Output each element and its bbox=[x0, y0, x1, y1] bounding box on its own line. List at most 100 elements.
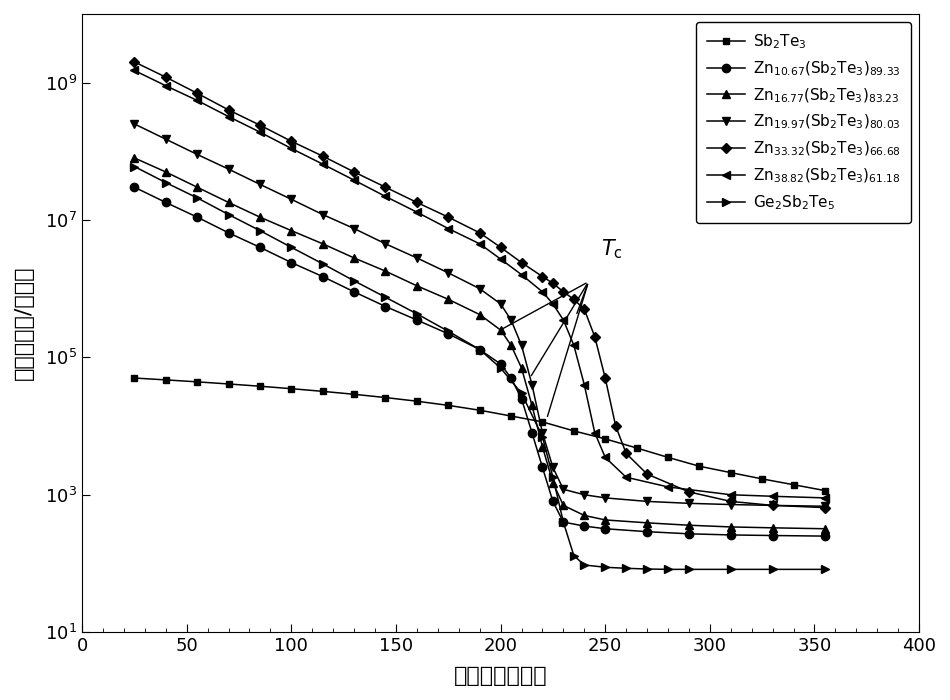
Ge$_2$Sb$_2$Te$_5$ bbox=[380, 293, 391, 302]
Zn$_{33.32}$(Sb$_2$Te$_3$)$_{66.68}$ bbox=[610, 422, 621, 430]
Zn$_{16.77}$(Sb$_2$Te$_3$)$_{83.23}$ bbox=[192, 183, 203, 191]
Sb$_2$Te$_3$ bbox=[411, 397, 423, 405]
Zn$_{38.82}$(Sb$_2$Te$_3$)$_{61.18}$ bbox=[662, 483, 674, 491]
Line: Sb$_2$Te$_3$: Sb$_2$Te$_3$ bbox=[131, 374, 828, 494]
Zn$_{19.97}$(Sb$_2$Te$_3$)$_{80.03}$ bbox=[223, 165, 235, 174]
Zn$_{16.77}$(Sb$_2$Te$_3$)$_{83.23}$ bbox=[443, 295, 454, 304]
Zn$_{33.32}$(Sb$_2$Te$_3$)$_{66.68}$ bbox=[443, 213, 454, 221]
Sb$_2$Te$_3$ bbox=[380, 393, 391, 402]
Zn$_{19.97}$(Sb$_2$Te$_3$)$_{80.03}$ bbox=[411, 253, 423, 262]
Ge$_2$Sb$_2$Te$_5$ bbox=[128, 162, 140, 171]
Zn$_{33.32}$(Sb$_2$Te$_3$)$_{66.68}$ bbox=[474, 229, 485, 237]
Zn$_{16.77}$(Sb$_2$Te$_3$)$_{83.23}$ bbox=[537, 442, 548, 451]
Zn$_{38.82}$(Sb$_2$Te$_3$)$_{61.18}$ bbox=[568, 341, 580, 349]
Ge$_2$Sb$_2$Te$_5$ bbox=[662, 565, 674, 573]
Zn$_{16.77}$(Sb$_2$Te$_3$)$_{83.23}$ bbox=[505, 341, 517, 349]
Zn$_{10.67}$(Sb$_2$Te$_3$)$_{89.33}$ bbox=[255, 243, 266, 251]
Zn$_{33.32}$(Sb$_2$Te$_3$)$_{66.68}$ bbox=[160, 73, 171, 81]
Zn$_{33.32}$(Sb$_2$Te$_3$)$_{66.68}$ bbox=[411, 198, 423, 206]
Zn$_{19.97}$(Sb$_2$Te$_3$)$_{80.03}$ bbox=[255, 180, 266, 188]
Zn$_{38.82}$(Sb$_2$Te$_3$)$_{61.18}$ bbox=[443, 225, 454, 233]
Sb$_2$Te$_3$ bbox=[756, 475, 768, 483]
Zn$_{38.82}$(Sb$_2$Te$_3$)$_{61.18}$ bbox=[547, 300, 559, 308]
Zn$_{16.77}$(Sb$_2$Te$_3$)$_{83.23}$ bbox=[579, 511, 590, 519]
Zn$_{16.77}$(Sb$_2$Te$_3$)$_{83.23}$ bbox=[599, 516, 611, 524]
Zn$_{19.97}$(Sb$_2$Te$_3$)$_{80.03}$ bbox=[349, 225, 360, 233]
Ge$_2$Sb$_2$Te$_5$ bbox=[443, 327, 454, 335]
Sb$_2$Te$_3$ bbox=[662, 453, 674, 461]
Sb$_2$Te$_3$ bbox=[192, 378, 203, 386]
Zn$_{10.67}$(Sb$_2$Te$_3$)$_{89.33}$ bbox=[599, 524, 611, 533]
Zn$_{10.67}$(Sb$_2$Te$_3$)$_{89.33}$ bbox=[192, 213, 203, 221]
Zn$_{16.77}$(Sb$_2$Te$_3$)$_{83.23}$ bbox=[411, 281, 423, 290]
Zn$_{33.32}$(Sb$_2$Te$_3$)$_{66.68}$ bbox=[286, 137, 297, 146]
Zn$_{16.77}$(Sb$_2$Te$_3$)$_{83.23}$ bbox=[286, 226, 297, 234]
Zn$_{33.32}$(Sb$_2$Te$_3$)$_{66.68}$ bbox=[192, 89, 203, 97]
Zn$_{33.32}$(Sb$_2$Te$_3$)$_{66.68}$ bbox=[349, 168, 360, 176]
Zn$_{19.97}$(Sb$_2$Te$_3$)$_{80.03}$ bbox=[505, 316, 517, 324]
Zn$_{16.77}$(Sb$_2$Te$_3$)$_{83.23}$ bbox=[349, 253, 360, 262]
Line: Ge$_2$Sb$_2$Te$_5$: Ge$_2$Sb$_2$Te$_5$ bbox=[130, 162, 829, 573]
Zn$_{10.67}$(Sb$_2$Te$_3$)$_{89.33}$ bbox=[767, 531, 778, 540]
Zn$_{38.82}$(Sb$_2$Te$_3$)$_{61.18}$ bbox=[192, 96, 203, 104]
Legend: Sb$_2$Te$_3$, Zn$_{10.67}$(Sb$_2$Te$_3$)$_{89.33}$, Zn$_{16.77}$(Sb$_2$Te$_3$)$_: Sb$_2$Te$_3$, Zn$_{10.67}$(Sb$_2$Te$_3$)… bbox=[696, 22, 911, 223]
Zn$_{19.97}$(Sb$_2$Te$_3$)$_{80.03}$ bbox=[128, 120, 140, 128]
Zn$_{16.77}$(Sb$_2$Te$_3$)$_{83.23}$ bbox=[526, 401, 538, 410]
Zn$_{38.82}$(Sb$_2$Te$_3$)$_{61.18}$ bbox=[349, 176, 360, 184]
Zn$_{19.97}$(Sb$_2$Te$_3$)$_{80.03}$ bbox=[286, 195, 297, 204]
Zn$_{10.67}$(Sb$_2$Te$_3$)$_{89.33}$ bbox=[641, 528, 653, 536]
Ge$_2$Sb$_2$Te$_5$ bbox=[411, 309, 423, 318]
Zn$_{33.32}$(Sb$_2$Te$_3$)$_{66.68}$ bbox=[579, 305, 590, 314]
Zn$_{16.77}$(Sb$_2$Te$_3$)$_{83.23}$ bbox=[725, 523, 736, 531]
Zn$_{10.67}$(Sb$_2$Te$_3$)$_{89.33}$ bbox=[160, 198, 171, 206]
Zn$_{10.67}$(Sb$_2$Te$_3$)$_{89.33}$ bbox=[223, 229, 235, 237]
Zn$_{16.77}$(Sb$_2$Te$_3$)$_{83.23}$ bbox=[160, 168, 171, 176]
Sb$_2$Te$_3$ bbox=[128, 374, 140, 382]
Ge$_2$Sb$_2$Te$_5$ bbox=[349, 276, 360, 285]
Ge$_2$Sb$_2$Te$_5$ bbox=[819, 565, 830, 573]
Zn$_{33.32}$(Sb$_2$Te$_3$)$_{66.68}$ bbox=[641, 470, 653, 478]
Sb$_2$Te$_3$ bbox=[537, 418, 548, 426]
Ge$_2$Sb$_2$Te$_5$ bbox=[474, 345, 485, 354]
Zn$_{38.82}$(Sb$_2$Te$_3$)$_{61.18}$ bbox=[767, 492, 778, 500]
Zn$_{10.67}$(Sb$_2$Te$_3$)$_{89.33}$ bbox=[819, 532, 830, 540]
Zn$_{33.32}$(Sb$_2$Te$_3$)$_{66.68}$ bbox=[317, 152, 329, 160]
Sb$_2$Te$_3$ bbox=[223, 380, 235, 389]
Zn$_{33.32}$(Sb$_2$Te$_3$)$_{66.68}$ bbox=[516, 258, 527, 267]
Line: Zn$_{38.82}$(Sb$_2$Te$_3$)$_{61.18}$: Zn$_{38.82}$(Sb$_2$Te$_3$)$_{61.18}$ bbox=[130, 66, 829, 502]
Zn$_{16.77}$(Sb$_2$Te$_3$)$_{83.23}$ bbox=[558, 501, 569, 510]
Zn$_{38.82}$(Sb$_2$Te$_3$)$_{61.18}$ bbox=[317, 160, 329, 168]
Zn$_{19.97}$(Sb$_2$Te$_3$)$_{80.03}$ bbox=[443, 269, 454, 277]
Ge$_2$Sb$_2$Te$_5$ bbox=[599, 563, 611, 571]
Sb$_2$Te$_3$ bbox=[819, 486, 830, 495]
Zn$_{33.32}$(Sb$_2$Te$_3$)$_{66.68}$ bbox=[568, 295, 580, 304]
Zn$_{33.32}$(Sb$_2$Te$_3$)$_{66.68}$ bbox=[547, 279, 559, 288]
Zn$_{16.77}$(Sb$_2$Te$_3$)$_{83.23}$ bbox=[380, 267, 391, 275]
Zn$_{38.82}$(Sb$_2$Te$_3$)$_{61.18}$ bbox=[474, 239, 485, 248]
Zn$_{19.97}$(Sb$_2$Te$_3$)$_{80.03}$ bbox=[725, 500, 736, 509]
Zn$_{19.97}$(Sb$_2$Te$_3$)$_{80.03}$ bbox=[579, 491, 590, 499]
Ge$_2$Sb$_2$Te$_5$ bbox=[568, 552, 580, 560]
Zn$_{19.97}$(Sb$_2$Te$_3$)$_{80.03}$ bbox=[474, 284, 485, 293]
Sb$_2$Te$_3$ bbox=[631, 444, 642, 452]
Zn$_{38.82}$(Sb$_2$Te$_3$)$_{61.18}$ bbox=[255, 128, 266, 136]
Zn$_{38.82}$(Sb$_2$Te$_3$)$_{61.18}$ bbox=[599, 453, 611, 461]
Ge$_2$Sb$_2$Te$_5$ bbox=[223, 210, 235, 218]
Zn$_{10.67}$(Sb$_2$Te$_3$)$_{89.33}$ bbox=[579, 522, 590, 531]
Zn$_{38.82}$(Sb$_2$Te$_3$)$_{61.18}$ bbox=[725, 491, 736, 499]
Ge$_2$Sb$_2$Te$_5$ bbox=[495, 364, 506, 372]
Line: Zn$_{19.97}$(Sb$_2$Te$_3$)$_{80.03}$: Zn$_{19.97}$(Sb$_2$Te$_3$)$_{80.03}$ bbox=[130, 120, 829, 510]
Text: $T_{\rm c}$: $T_{\rm c}$ bbox=[601, 237, 623, 261]
Zn$_{19.97}$(Sb$_2$Te$_3$)$_{80.03}$ bbox=[558, 485, 569, 494]
Zn$_{16.77}$(Sb$_2$Te$_3$)$_{83.23}$ bbox=[474, 310, 485, 319]
Sb$_2$Te$_3$ bbox=[255, 382, 266, 391]
Zn$_{19.97}$(Sb$_2$Te$_3$)$_{80.03}$ bbox=[526, 381, 538, 389]
Zn$_{16.77}$(Sb$_2$Te$_3$)$_{83.23}$ bbox=[255, 213, 266, 221]
Zn$_{33.32}$(Sb$_2$Te$_3$)$_{66.68}$ bbox=[683, 488, 694, 496]
Zn$_{10.67}$(Sb$_2$Te$_3$)$_{89.33}$ bbox=[411, 316, 423, 324]
Zn$_{33.32}$(Sb$_2$Te$_3$)$_{66.68}$ bbox=[819, 503, 830, 512]
Zn$_{19.97}$(Sb$_2$Te$_3$)$_{80.03}$ bbox=[599, 494, 611, 502]
X-axis label: 温度（摄氏度）: 温度（摄氏度） bbox=[454, 666, 547, 686]
Zn$_{38.82}$(Sb$_2$Te$_3$)$_{61.18}$ bbox=[579, 381, 590, 389]
Zn$_{38.82}$(Sb$_2$Te$_3$)$_{61.18}$ bbox=[537, 288, 548, 296]
